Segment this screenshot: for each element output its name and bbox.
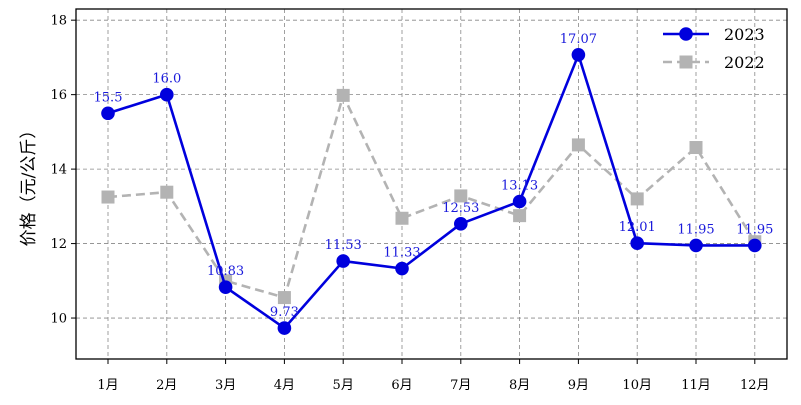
y-tick-label: 12 — [50, 237, 67, 252]
y-tick-label: 16 — [50, 88, 67, 103]
point-2022 — [101, 190, 115, 204]
point-2022 — [277, 291, 291, 305]
point-2023 — [395, 261, 409, 276]
point-2023 — [336, 254, 351, 268]
point-2023 — [277, 321, 292, 335]
x-tick-label: 4月 — [274, 378, 295, 393]
point-2022 — [513, 209, 527, 223]
y-tick-label: 10 — [50, 312, 67, 327]
data-label-2023: 13.13 — [501, 179, 538, 194]
data-label-2023: 9.73 — [270, 305, 299, 320]
data-label-2023: 16.0 — [152, 72, 181, 87]
x-tick-label: 3月 — [215, 378, 236, 393]
series-group — [101, 47, 762, 335]
point-2023 — [571, 47, 586, 62]
y-axis: 10 12 14 16 18 — [50, 14, 76, 327]
x-tick-label: 7月 — [450, 378, 471, 393]
legend: 2023 2022 — [663, 25, 765, 72]
data-label-2023: 12.53 — [442, 201, 479, 216]
y-tick-label: 14 — [50, 163, 67, 178]
y-tick-label: 18 — [50, 14, 67, 29]
point-2022 — [630, 192, 644, 206]
x-tick-label: 1月 — [97, 378, 118, 393]
data-label-2023: 11.33 — [383, 246, 420, 261]
x-axis: 1月 2月 3月 4月 5月 6月 7月 8月 9月 10月 11月 12月 — [97, 359, 770, 393]
point-2022 — [571, 138, 585, 152]
point-2022 — [160, 185, 174, 199]
legend-marker-2023 — [679, 27, 693, 41]
data-label-2023: 15.5 — [94, 90, 123, 105]
data-labels: 15.5 16.0 10.83 9.73 11.53 11.33 12.53 13.13 17.… — [94, 32, 774, 320]
series-line-2022 — [107, 94, 756, 299]
data-label-2023: 10.83 — [207, 264, 244, 279]
point-2023 — [689, 238, 703, 253]
x-tick-label: 6月 — [391, 378, 412, 393]
data-label-2023: 17.07 — [560, 32, 597, 47]
point-2022 — [336, 88, 350, 102]
point-2023 — [218, 280, 233, 294]
x-tick-label: 11月 — [681, 378, 711, 393]
point-2022 — [454, 189, 468, 203]
x-tick-label: 10月 — [622, 378, 652, 393]
x-tick-label: 8月 — [509, 378, 530, 393]
point-2023 — [160, 87, 174, 102]
point-2022 — [689, 141, 703, 155]
point-2023 — [454, 217, 468, 231]
point-2023 — [101, 106, 115, 121]
plot-frame — [75, 8, 788, 360]
point-2023 — [748, 238, 762, 253]
series-line-2023 — [107, 53, 755, 330]
point-2023 — [512, 194, 527, 209]
data-label-2023: 11.95 — [677, 222, 714, 237]
point-2023 — [630, 236, 644, 251]
legend-label-2022: 2022 — [724, 53, 765, 72]
x-tick-label: 2月 — [156, 378, 177, 393]
y-axis-label: 价格（元/公斤） — [19, 122, 39, 247]
x-tick-label: 9月 — [568, 378, 589, 393]
x-tick-label: 12月 — [740, 378, 770, 393]
point-2022 — [395, 211, 409, 225]
data-label-2023: 11.53 — [325, 238, 362, 253]
legend-marker-2022 — [679, 55, 693, 69]
data-label-2023: 12.01 — [619, 220, 656, 235]
data-label-2023: 11.95 — [736, 222, 773, 237]
legend-label-2023: 2023 — [724, 25, 765, 44]
x-tick-label: 5月 — [333, 378, 354, 393]
grid — [76, 9, 787, 359]
